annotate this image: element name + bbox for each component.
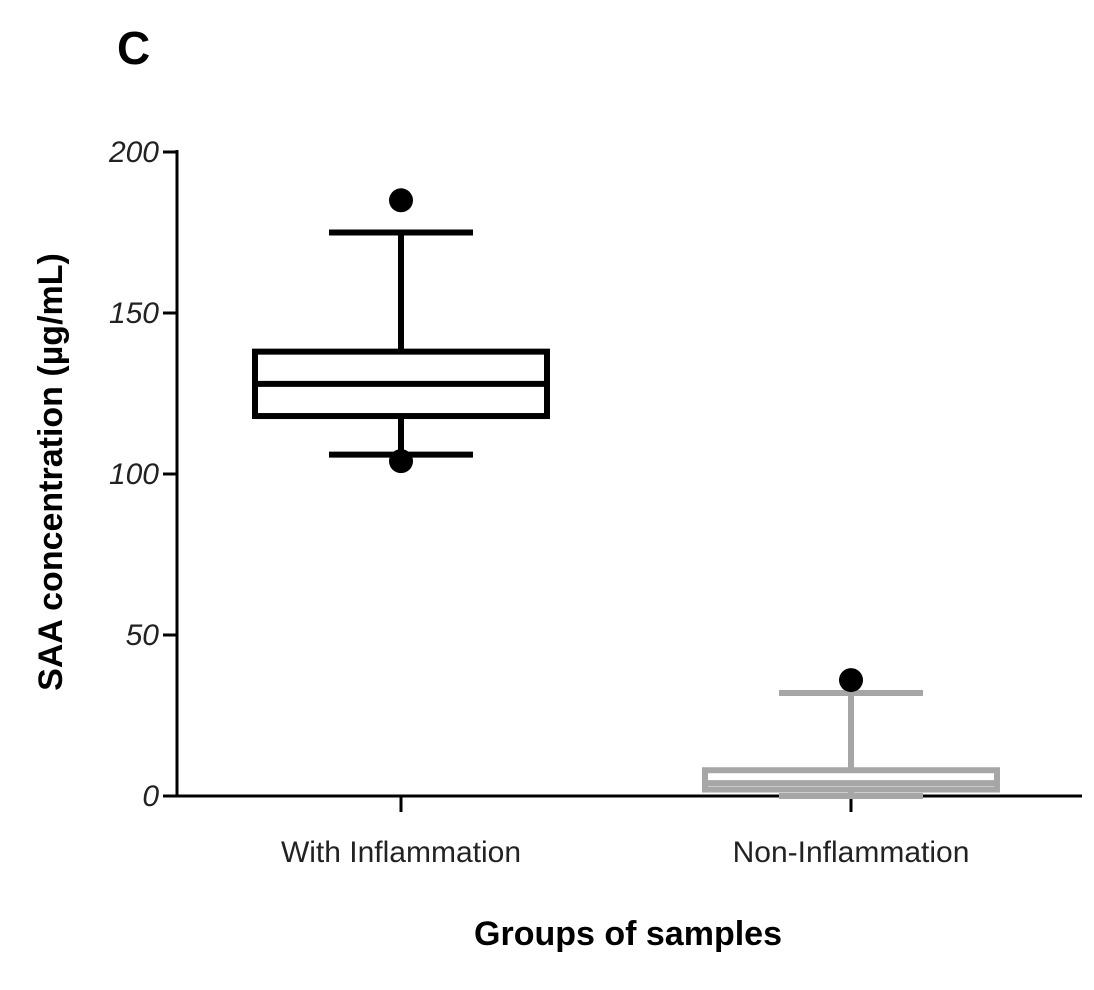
box-group-1	[252, 188, 550, 474]
box-series	[252, 188, 1000, 799]
y-tick-label: 150	[109, 297, 159, 330]
y-tick-label: 100	[109, 458, 159, 491]
x-tick-label: With Inflammation	[281, 836, 521, 869]
x-tick-label: Non-Inflammation	[733, 836, 970, 869]
box-group-2	[702, 668, 1000, 799]
y-axis-title: SAA concentration (µg/mL)	[32, 253, 70, 691]
x-axis-title: Groups of samples	[474, 915, 782, 953]
axes	[175, 150, 1082, 798]
tick-marks: 0 50 100 150 200 With Inflammation Non-Inflamm…	[108, 136, 969, 869]
y-tick-label: 200	[108, 136, 159, 169]
panel-label: C	[117, 22, 150, 74]
y-tick-label: 0	[142, 780, 159, 813]
outlier-point	[839, 668, 863, 693]
outlier-point	[389, 188, 413, 213]
y-tick-label: 50	[126, 619, 160, 652]
box-iqr	[702, 767, 1000, 793]
outlier-point	[389, 449, 413, 474]
